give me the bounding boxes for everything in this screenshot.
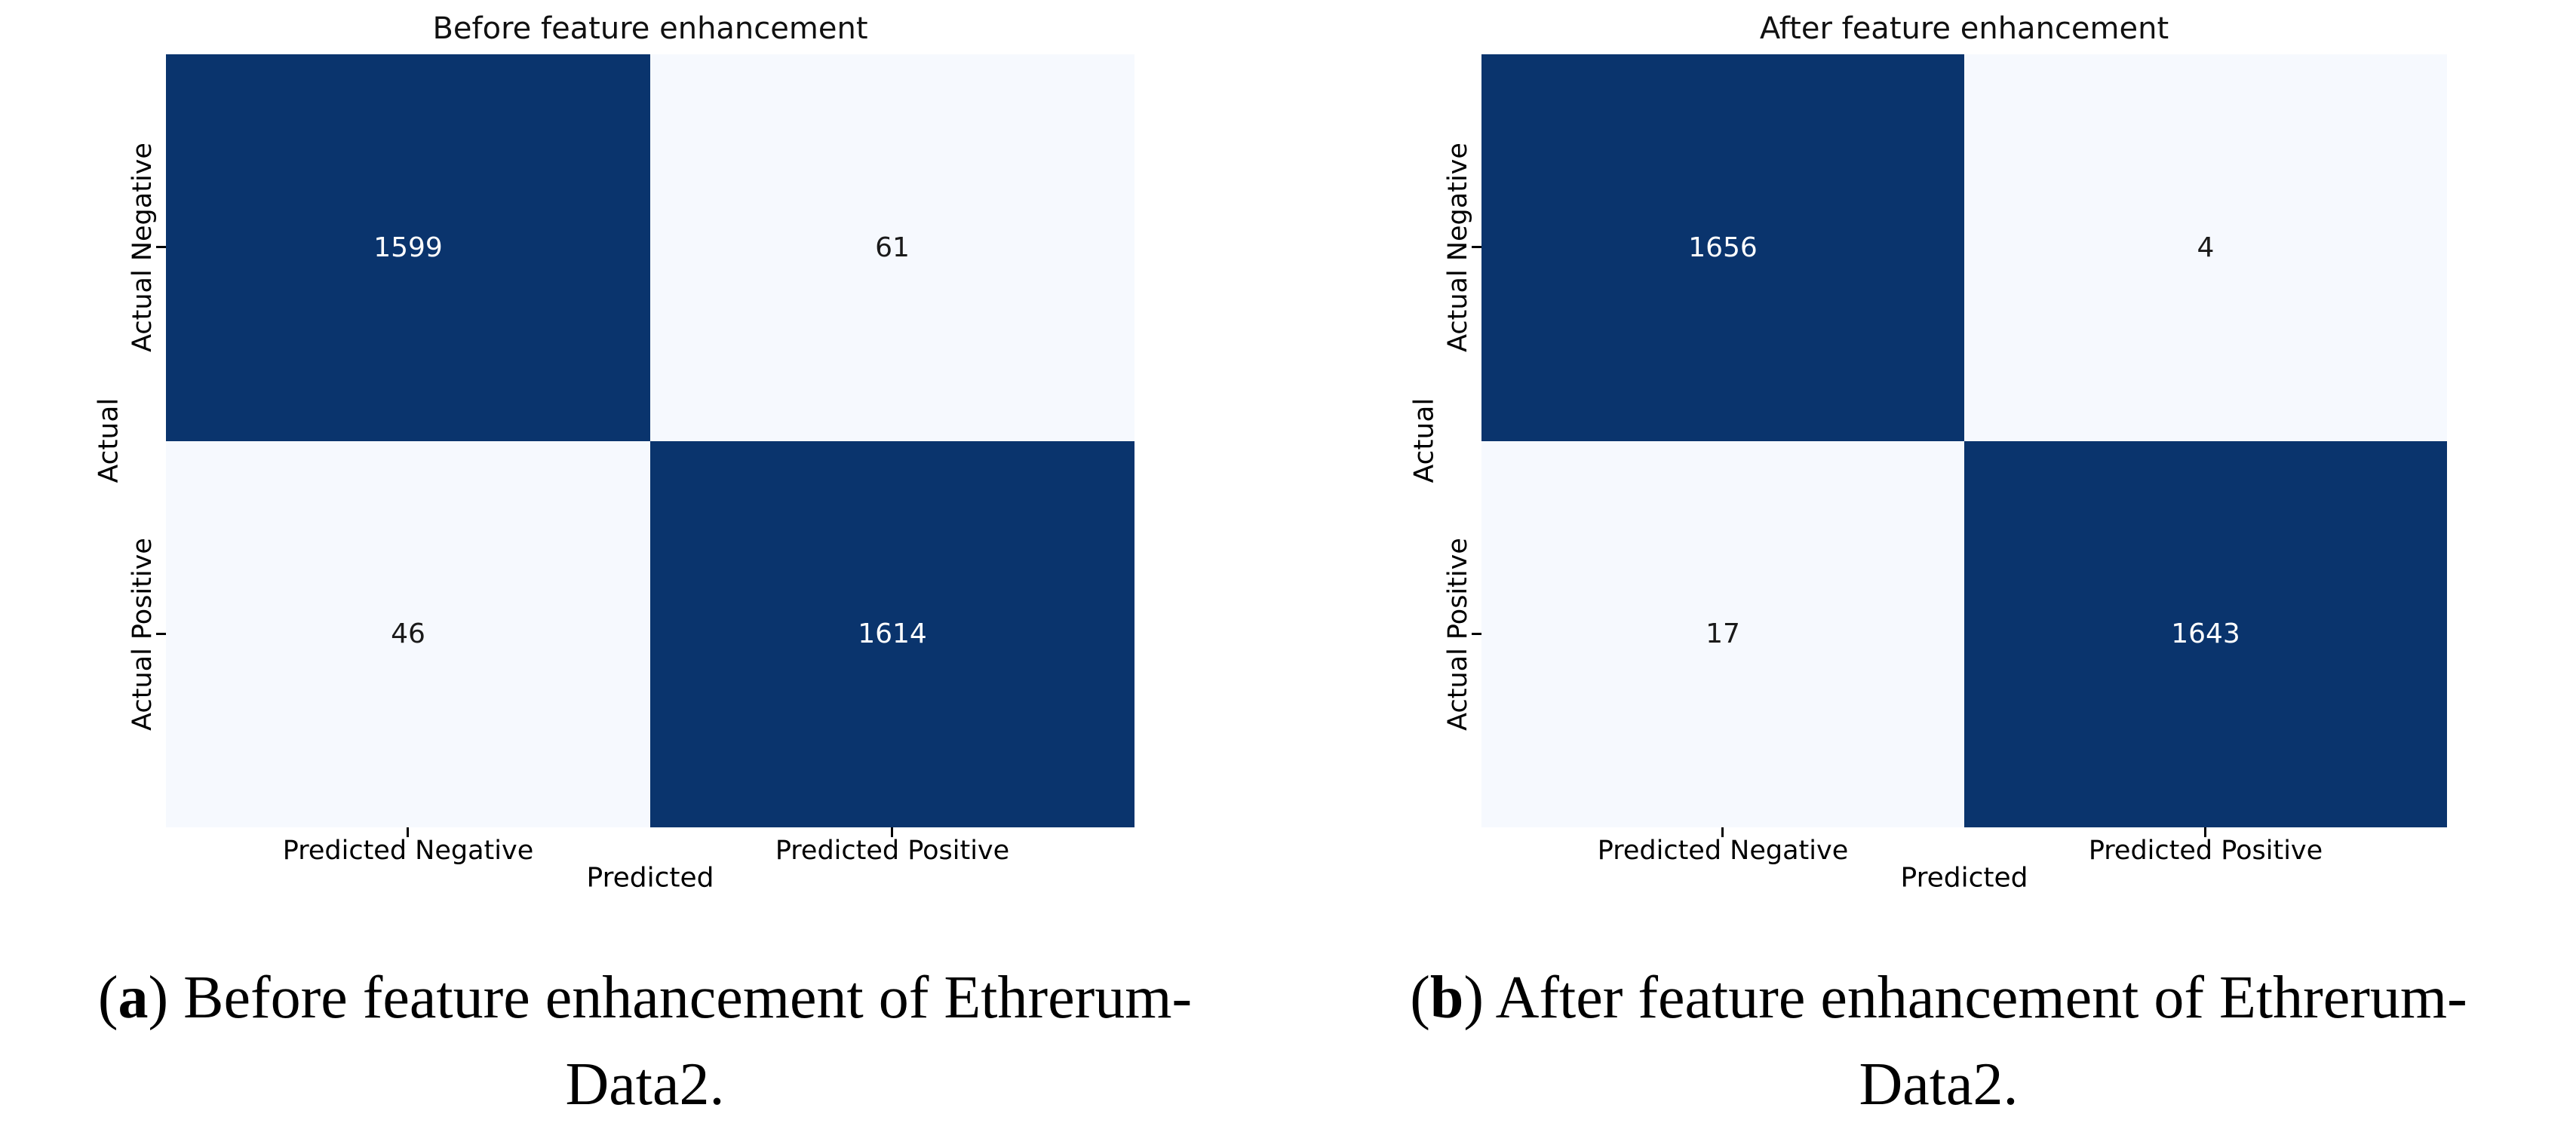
cell-after-true-negative: 1656 (1481, 54, 1964, 441)
caption-b-line1: (b) After feature enhancement of Ethreru… (1301, 955, 2576, 1042)
caption-a-text: Before feature enhancement of Ethrerum- (168, 965, 1193, 1031)
y-tick-label-actual-positive: Actual Positive (1443, 538, 1473, 731)
y-tick-mark (156, 246, 166, 248)
x-tick-mark (407, 827, 409, 837)
cell-after-false-positive: 4 (1964, 54, 2447, 441)
caption-b-line2: Data2. (1859, 1051, 2019, 1118)
x-tick-mark (891, 827, 893, 837)
caption-a-line1: (a) Before feature enhancement of Ethrer… (8, 955, 1282, 1042)
cell-before-true-positive: 1614 (650, 440, 1134, 827)
y-tick-mark (156, 633, 166, 635)
x-axis-title-predicted: Predicted (1900, 862, 2028, 894)
caption-paren: ( (1410, 965, 1430, 1031)
y-tick-label-actual-negative: Actual Negative (127, 143, 158, 352)
caption-a-line2: Data2. (565, 1051, 725, 1118)
cell-value: 61 (875, 232, 910, 263)
cell-after-false-negative: 17 (1481, 440, 1964, 827)
chart-title-after: After feature enhancement (1759, 11, 2169, 46)
cell-value: 1656 (1688, 232, 1758, 263)
cell-before-false-positive: 61 (650, 54, 1134, 441)
cell-value: 46 (391, 618, 425, 650)
caption-b-letter: b (1429, 965, 1464, 1031)
cell-value: 1599 (373, 232, 443, 263)
cell-value: 4 (2197, 232, 2215, 263)
y-tick-label-actual-negative: Actual Negative (1443, 143, 1473, 352)
x-tick-mark (1721, 827, 1724, 837)
caption-paren: ) (148, 965, 169, 1031)
cell-value: 17 (1706, 618, 1740, 650)
confusion-matrix-before: 1599 61 46 1614 (166, 54, 1134, 827)
caption-a: (a) Before feature enhancement of Ethrer… (8, 955, 1282, 1123)
y-axis-title-actual: Actual (93, 397, 124, 483)
cell-before-true-negative: 1599 (166, 54, 650, 441)
x-tick-label-predicted-positive: Predicted Positive (775, 836, 1010, 866)
cell-value: 1643 (2171, 618, 2240, 650)
y-tick-mark (1472, 246, 1481, 248)
x-axis-title-predicted: Predicted (586, 862, 714, 894)
caption-paren: ( (97, 965, 118, 1031)
x-tick-mark (2204, 827, 2206, 837)
y-tick-label-actual-positive: Actual Positive (127, 538, 158, 731)
cell-before-false-negative: 46 (166, 440, 650, 827)
caption-b: (b) After feature enhancement of Ethreru… (1301, 955, 2576, 1123)
confusion-matrix-after: 1656 4 17 1643 (1481, 54, 2447, 827)
caption-b-text: After feature enhancement of Ethrerum- (1483, 965, 2467, 1031)
y-tick-mark (1472, 633, 1481, 635)
x-tick-label-predicted-negative: Predicted Negative (1597, 836, 1849, 866)
caption-paren: ) (1463, 965, 1484, 1031)
chart-title-before: Before feature enhancement (432, 11, 868, 46)
cell-after-true-positive: 1643 (1964, 440, 2447, 827)
caption-a-letter: a (118, 965, 149, 1031)
x-tick-label-predicted-positive: Predicted Positive (2088, 836, 2323, 866)
y-axis-title-actual: Actual (1408, 397, 1440, 483)
cell-value: 1614 (858, 618, 927, 650)
x-tick-label-predicted-negative: Predicted Negative (282, 836, 534, 866)
